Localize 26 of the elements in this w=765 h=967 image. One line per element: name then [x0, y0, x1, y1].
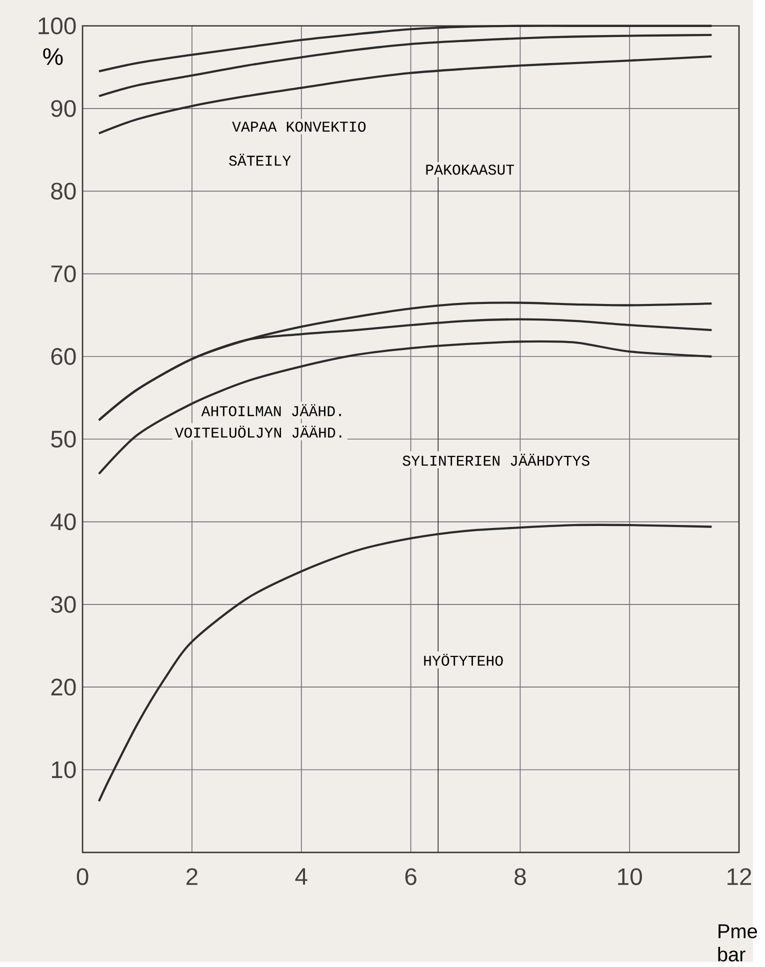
annotation: SYLINTERIEN JÄÄHDYTYS	[402, 454, 590, 466]
annotation: SÄTEILY	[229, 154, 291, 166]
y-axis-title: %	[43, 48, 63, 65]
x-axis-title: Pme bar	[718, 924, 757, 962]
y-tick-label: 90	[51, 100, 76, 117]
x-tick-label: 12	[728, 868, 752, 885]
y-tick-label: 100	[38, 17, 76, 34]
annotation: VOITELUÖLJYN JÄÄHD.	[174, 426, 342, 438]
y-tick-label: 80	[51, 182, 76, 200]
annotation: HYÖTYTEHO	[424, 654, 503, 666]
x-tick-label: 6	[405, 868, 416, 886]
y-tick-label: 60	[51, 348, 76, 365]
y-tick-label: 20	[51, 678, 76, 696]
annotation: AHTOILMAN JÄÄHD.	[201, 404, 341, 416]
annotation: PAKOKAASUT	[426, 164, 514, 175]
x-tick-label: 2	[186, 868, 198, 885]
annotation: VAPAA KONVEKTIO	[232, 122, 366, 132]
y-tick-label: 70	[51, 265, 76, 282]
x-tick-label: 8	[514, 868, 526, 886]
x-tick-label: 4	[295, 868, 308, 885]
y-tick-label: 10	[52, 761, 76, 778]
x-tick-label: 10	[618, 868, 642, 886]
x-tick-label: 0	[76, 868, 88, 886]
y-tick-label: 30	[51, 596, 76, 613]
y-tick-label: 40	[50, 513, 76, 530]
y-tick-label: 50	[51, 430, 76, 448]
